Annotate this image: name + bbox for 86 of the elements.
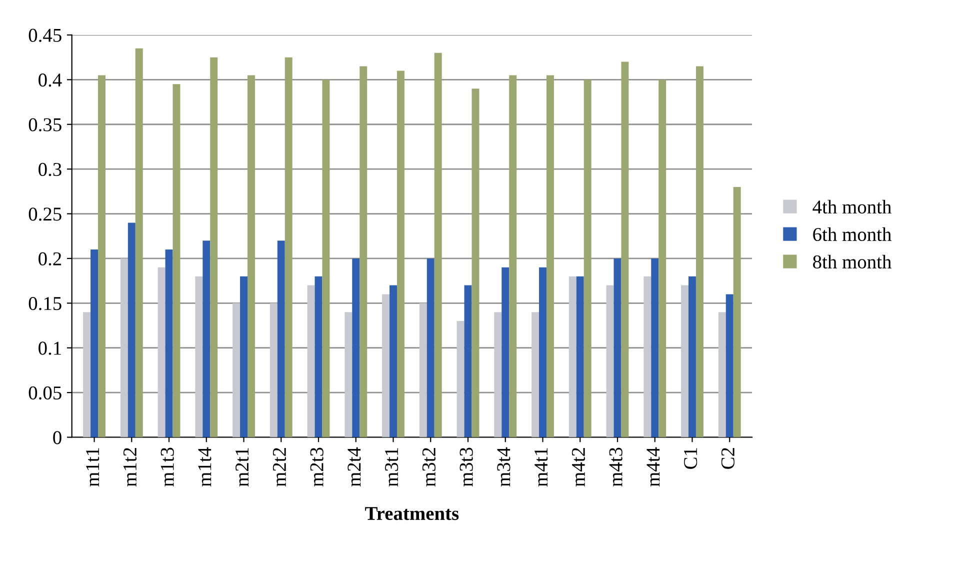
x-tick-label: C2	[721, 448, 734, 469]
bar	[658, 80, 666, 438]
bar	[614, 258, 622, 438]
bar	[539, 267, 546, 438]
bar	[718, 312, 726, 438]
bar	[172, 84, 180, 438]
bar	[644, 276, 652, 438]
bar	[270, 303, 278, 438]
bar	[83, 312, 91, 438]
bar	[307, 285, 315, 438]
legend-label: 6th month	[813, 227, 892, 242]
bar	[733, 186, 741, 438]
bar	[419, 303, 427, 438]
x-tick-label: m3t1	[385, 448, 398, 487]
bar	[464, 285, 472, 438]
x-tick-label: m3t3	[460, 448, 473, 487]
x-tick-label: m3t2	[422, 448, 436, 487]
x-axis-title: Treatments	[365, 507, 459, 520]
x-tick-label: C1	[684, 448, 698, 469]
bar	[651, 258, 659, 438]
bar	[509, 75, 517, 438]
x-tick-label: m1t2	[123, 448, 137, 487]
y-tick-label: 0.15	[28, 296, 62, 310]
bar	[576, 276, 584, 438]
bar	[532, 312, 540, 438]
x-tick-label: m2t4	[348, 447, 361, 487]
y-tick-label: 0.4	[38, 73, 62, 87]
y-tick-label: 0.1	[38, 342, 61, 355]
bar	[314, 276, 322, 438]
bar	[472, 88, 480, 438]
y-tick-label: 0.2	[38, 252, 62, 266]
y-tick-label: 0.35	[28, 118, 62, 132]
bar	[456, 321, 464, 438]
x-tick-label: m3t4	[497, 447, 510, 487]
bar	[232, 303, 240, 438]
y-tick-label: 0	[53, 431, 62, 444]
bar	[135, 48, 143, 438]
bar	[202, 240, 210, 438]
bar	[277, 240, 285, 438]
bar	[158, 267, 166, 438]
x-tick-label: m2t1	[236, 448, 249, 487]
x-tick-label: m4t1	[534, 448, 548, 487]
y-tick-label: 0.05	[28, 386, 62, 400]
bar	[360, 66, 368, 438]
bar	[322, 80, 330, 438]
x-tick-label: m2t2	[272, 448, 286, 487]
bar	[210, 57, 218, 438]
bar	[120, 258, 128, 438]
bar	[390, 285, 397, 438]
legend-label: 8th month	[813, 254, 892, 269]
bar	[494, 312, 502, 438]
x-tick-label: m4t2	[572, 448, 585, 487]
x-tick-label: m2t3	[310, 448, 324, 487]
y-tick-label: 0.45	[28, 28, 62, 42]
bar	[426, 258, 434, 438]
bar	[681, 285, 688, 438]
bar	[240, 276, 248, 438]
bar	[726, 294, 734, 438]
bar	[344, 312, 352, 438]
bar	[90, 250, 98, 438]
bar	[606, 285, 614, 438]
x-tick-label: m1t3	[160, 448, 174, 487]
bar	[165, 250, 173, 438]
bar	[396, 70, 404, 438]
bar	[696, 66, 704, 438]
x-tick-label: m4t4	[646, 447, 660, 487]
bar	[195, 276, 203, 438]
bar	[688, 276, 696, 438]
bar	[502, 267, 510, 438]
x-tick-label: m4t3	[609, 448, 622, 487]
bar	[98, 75, 106, 438]
bar	[128, 222, 136, 438]
bar	[584, 80, 592, 438]
bar	[352, 258, 360, 438]
bar	[546, 75, 554, 438]
x-tick-label: m1t4	[198, 447, 212, 487]
bar	[382, 294, 390, 438]
y-tick-label: 0.25	[28, 208, 62, 221]
bar	[621, 62, 629, 438]
y-tick-label: 0.3	[38, 162, 62, 176]
bar	[434, 52, 442, 438]
x-tick-label: m1t1	[86, 448, 100, 487]
bar	[248, 75, 255, 438]
bar	[568, 276, 576, 438]
legend-label: 4th month	[812, 200, 892, 214]
bar	[284, 57, 292, 438]
